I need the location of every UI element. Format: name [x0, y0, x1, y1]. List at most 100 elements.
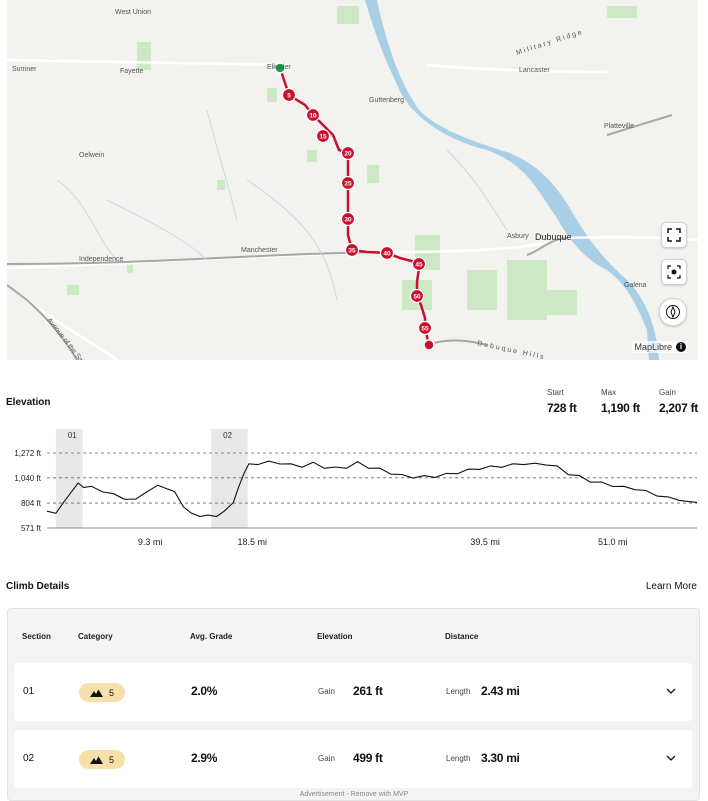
map-attribution[interactable]: MapLibre i	[632, 341, 688, 353]
mile-marker-label: 30	[344, 217, 352, 224]
mile-marker-label: 55	[421, 326, 429, 333]
compass-button[interactable]	[659, 298, 687, 326]
place-label: Sumner	[12, 66, 37, 73]
mile-marker-label: 5	[287, 93, 291, 100]
route-map[interactable]: 5 10 15 20 25 30 35 40 45 50 55 West Union Sumner Fa…	[7, 0, 698, 360]
length-label: Length	[446, 754, 471, 763]
stat-label: Max	[601, 388, 617, 397]
fullscreen-icon	[667, 228, 681, 242]
place-label: Platteville	[604, 123, 634, 130]
gain-value: 499 ft	[353, 751, 383, 765]
mile-marker-label: 20	[344, 151, 352, 158]
mile-marker-label: 40	[383, 251, 391, 258]
stat-value: 2,207 ft	[659, 401, 698, 415]
mile-marker: 25	[340, 175, 356, 191]
header-elevation: Elevation	[317, 632, 353, 641]
length-label: Length	[446, 687, 471, 696]
x-tick-label: 18.5 mi	[237, 537, 267, 547]
info-icon[interactable]: i	[676, 342, 686, 352]
climb-region-label: 01	[68, 431, 77, 440]
route-end-marker[interactable]	[423, 339, 435, 351]
header-category: Category	[78, 632, 113, 641]
mile-marker: 20	[340, 145, 356, 161]
climb-table: Section Category Avg. Grade Elevation Di…	[7, 608, 700, 801]
place-label: Asbury	[507, 233, 529, 240]
gain-label: Gain	[318, 754, 335, 763]
y-tick-label: 1,040 ft	[14, 474, 41, 483]
mile-marker: 10	[305, 107, 321, 123]
chevron-down-icon[interactable]	[665, 752, 677, 764]
length-value: 2.43 mi	[481, 684, 520, 698]
climb-region	[55, 429, 83, 528]
mile-marker: 40	[379, 245, 395, 261]
place-label: Lancaster	[519, 67, 550, 74]
y-tick-label: 1,272 ft	[14, 449, 41, 458]
chevron-down-icon[interactable]	[665, 685, 677, 697]
mile-marker-label: 50	[413, 294, 421, 301]
header-section: Section	[22, 632, 51, 641]
fullscreen-button[interactable]	[661, 222, 687, 248]
climb-details-title: Climb Details	[6, 581, 70, 592]
x-tick-label: 39.5 mi	[470, 537, 500, 547]
x-tick-label: 51.0 mi	[598, 537, 628, 547]
elevation-line	[46, 460, 698, 518]
mile-marker: 55	[417, 320, 433, 336]
mile-marker-label: 25	[344, 181, 352, 188]
mile-marker-label: 15	[319, 134, 327, 141]
map-canvas[interactable]: 5 10 15 20 25 30 35 40 45 50 55 West Union Sumner Fa…	[7, 0, 698, 360]
avg-grade: 2.0%	[191, 684, 218, 698]
mile-marker: 35	[344, 242, 360, 258]
category-badge: 5	[79, 750, 125, 769]
place-label: West Union	[115, 9, 151, 16]
x-tick-label: 9.3 mi	[138, 537, 163, 547]
mile-marker: 45	[411, 256, 427, 272]
place-label: Elkader	[267, 64, 291, 71]
learn-more-link[interactable]: Learn More	[645, 581, 697, 592]
mile-marker: 15	[315, 128, 331, 144]
climb-region-label: 02	[223, 431, 232, 440]
category-value: 5	[108, 687, 114, 698]
place-label: Military Ridge	[515, 28, 584, 56]
map-streams	[56, 109, 508, 301]
climb-row[interactable]: 02 5 2.9% Gain 499 ft Length 3.30 mi	[14, 730, 692, 788]
place-label: Fayette	[120, 68, 143, 75]
attribution-text: MapLibre	[634, 342, 672, 352]
map-parks	[67, 6, 637, 320]
section-number: 01	[23, 686, 35, 697]
mile-marker-label: 45	[415, 262, 423, 269]
map-roads	[7, 58, 698, 360]
stat-value: 728 ft	[547, 401, 577, 415]
avg-grade: 2.9%	[191, 751, 218, 765]
gain-value: 261 ft	[353, 684, 383, 698]
length-value: 3.30 mi	[481, 751, 520, 765]
map-highways	[7, 114, 673, 360]
place-label: Guttenberg	[369, 97, 404, 104]
place-label: Dubuque	[535, 232, 572, 242]
advertisement-notice[interactable]: Advertisement - Remove with MVP	[299, 791, 409, 798]
locate-button[interactable]	[661, 259, 687, 285]
elevation-chart[interactable]: 01 02 1,272 ft 1,040 ft 804 ft 571 ft 9.3 mi 18…	[0, 425, 708, 550]
mountain-icon	[89, 756, 103, 764]
category-value: 5	[108, 754, 114, 765]
y-tick-label: 804 ft	[21, 499, 42, 508]
climb-row[interactable]: 01 5 2.0% Gain 261 ft Length 2.43 mi	[14, 663, 692, 721]
mile-marker: 50	[409, 288, 425, 304]
stat-label: Gain	[659, 388, 676, 397]
y-tick-label: 571 ft	[21, 524, 42, 533]
stat-label: Start	[547, 388, 564, 397]
mile-marker: 5	[281, 87, 297, 103]
place-label: Oelwein	[79, 152, 104, 159]
stat-value: 1,190 ft	[601, 401, 640, 415]
place-label: Independence	[79, 256, 123, 263]
header-distance: Distance	[445, 632, 479, 641]
stat-max: Max 1,190 ft	[601, 388, 640, 415]
route-start-marker[interactable]	[274, 62, 286, 74]
header-grade: Avg. Grade	[190, 632, 233, 641]
place-label: Dubuque Hills	[477, 340, 547, 360]
section-number: 02	[23, 753, 35, 764]
stat-gain: Gain 2,207 ft	[659, 388, 698, 415]
locate-icon	[667, 265, 681, 279]
place-label: Galena	[624, 282, 647, 289]
gain-label: Gain	[318, 687, 335, 696]
category-badge: 5	[79, 683, 125, 702]
